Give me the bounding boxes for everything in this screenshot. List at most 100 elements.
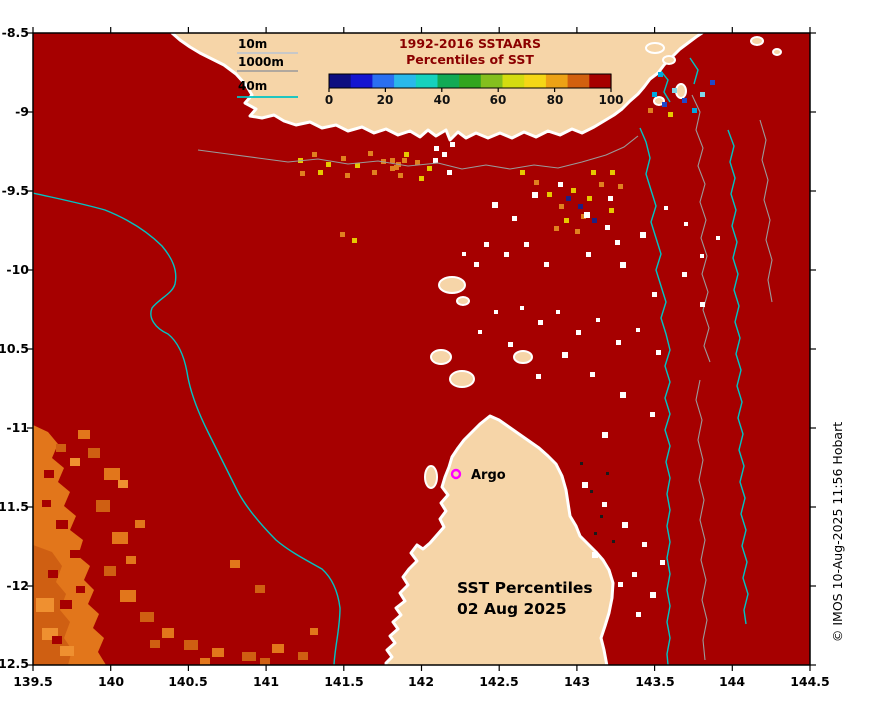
depth-legend-label-10m: 10m xyxy=(238,37,267,51)
low-percentile-block xyxy=(135,520,145,528)
low-percentile-block xyxy=(255,585,265,593)
low-percentile-block xyxy=(104,468,120,480)
high-percentile-hole xyxy=(60,600,72,609)
colorbar-cell xyxy=(415,74,439,88)
percentile-speck xyxy=(433,158,438,163)
reef-speck xyxy=(462,252,466,256)
x-tick-label: 142.5 xyxy=(479,674,519,689)
low-percentile-block xyxy=(88,448,100,458)
reef-speck xyxy=(618,582,623,587)
reef-speck xyxy=(512,216,517,221)
low-percentile-block xyxy=(112,532,128,544)
y-tick-label: -9.5 xyxy=(2,183,29,198)
percentile-speck xyxy=(341,156,346,161)
percentile-speck xyxy=(605,225,610,230)
reef-speck xyxy=(504,252,509,257)
high-percentile-hole xyxy=(76,586,85,593)
percentile-speck xyxy=(340,232,345,237)
high-percentile-hole xyxy=(52,636,62,644)
island xyxy=(449,370,475,388)
colorbar xyxy=(329,74,612,88)
island xyxy=(772,48,782,56)
reef-speck xyxy=(544,262,549,267)
percentile-speck xyxy=(390,158,395,163)
low-percentile-block xyxy=(60,646,74,656)
reef-speck xyxy=(650,592,656,598)
reef-speck xyxy=(532,192,538,198)
reef-speck xyxy=(558,182,563,187)
reef-speck xyxy=(584,212,590,218)
x-tick-label: 144 xyxy=(719,674,745,689)
reef-speck xyxy=(716,236,720,240)
island xyxy=(513,350,533,364)
percentile-speck xyxy=(581,214,586,219)
percentile-speck xyxy=(648,108,653,113)
percentile-speck xyxy=(520,170,525,175)
reef-speck xyxy=(682,272,687,277)
y-tick-label: -12 xyxy=(6,578,29,593)
colorbar-frame xyxy=(328,73,612,89)
reef-speck xyxy=(616,340,621,345)
colorbar-cell xyxy=(502,74,525,88)
reef-speck xyxy=(700,254,704,258)
x-tick-label: 143 xyxy=(564,674,590,689)
percentile-speck xyxy=(610,170,615,175)
y-tick-label: -11.5 xyxy=(0,499,29,514)
percentile-speck xyxy=(615,240,620,245)
low-percentile-block xyxy=(120,590,136,602)
argo-label: Argo xyxy=(471,468,506,483)
low-percentile-block xyxy=(230,560,240,568)
colorbar-cell xyxy=(437,74,460,88)
y-tick-label: -9 xyxy=(15,104,29,119)
percentile-speck xyxy=(450,142,455,147)
contour-1000m xyxy=(759,119,773,303)
low-percentile-block xyxy=(78,430,90,439)
dark-speck xyxy=(594,532,597,535)
percentile-speck xyxy=(318,170,323,175)
colorbar-tick-label: 40 xyxy=(434,93,451,107)
low-percentile-block xyxy=(260,658,270,665)
percentile-speck xyxy=(710,80,715,85)
low-percentile-block xyxy=(298,652,308,660)
reef-speck xyxy=(652,292,657,297)
depth-legend-label-1000m: 1000m xyxy=(238,55,284,69)
percentile-speck xyxy=(662,102,667,107)
percentile-speck xyxy=(618,184,623,189)
low-percentile-block xyxy=(242,652,256,661)
colorbar-tick-label: 100 xyxy=(598,93,623,107)
contour-1000m xyxy=(691,94,711,363)
low-percentile-block xyxy=(212,648,224,657)
x-tick-label: 141.5 xyxy=(324,674,364,689)
percentile-speck xyxy=(554,226,559,231)
colorbar-cell xyxy=(567,74,590,88)
percentile-speck xyxy=(312,152,317,157)
percentile-speck xyxy=(658,72,663,77)
low-percentile-block xyxy=(36,598,54,612)
reef-speck xyxy=(582,482,588,488)
low-percentile-block xyxy=(126,556,136,564)
axis-ticks xyxy=(27,27,816,671)
reef-speck xyxy=(590,372,595,377)
percentile-speck xyxy=(345,173,350,178)
cool-percentile-specks xyxy=(648,72,715,117)
percentile-speck xyxy=(419,176,424,181)
low-percentile-block xyxy=(310,628,318,635)
low-percentile-block xyxy=(56,444,66,452)
low-percentile-block xyxy=(96,500,110,512)
percentile-speck xyxy=(355,163,360,168)
reef-speck xyxy=(592,552,598,558)
percentile-speck xyxy=(682,98,687,103)
reef-speck xyxy=(520,306,524,310)
island xyxy=(424,465,438,489)
contour-40m xyxy=(727,129,749,625)
dark-speck xyxy=(600,515,603,518)
percentile-speck xyxy=(402,158,407,163)
colorbar-cell xyxy=(545,74,569,88)
percentile-speck xyxy=(326,162,331,167)
dark-speck xyxy=(590,490,593,493)
reef-speck xyxy=(494,310,498,314)
reef-speck xyxy=(596,318,600,322)
high-percentile-hole xyxy=(48,570,58,578)
percentile-speck xyxy=(700,92,705,97)
percentile-speck xyxy=(668,112,673,117)
